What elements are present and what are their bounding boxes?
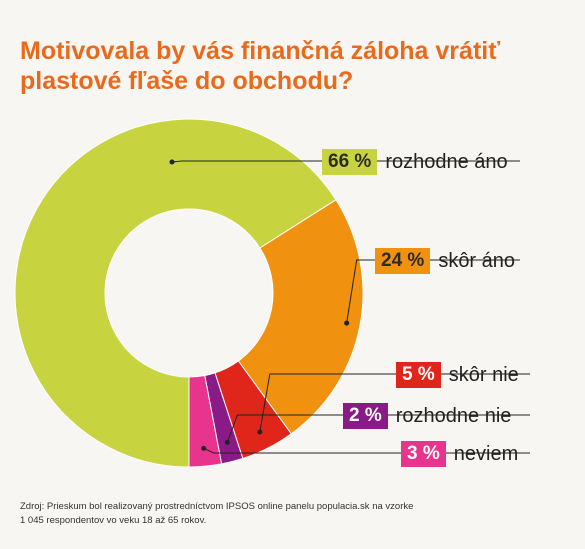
- percent-badge: 66 %: [322, 149, 378, 175]
- leader-dot-skor-nie: [257, 429, 263, 435]
- label-skor-ano: 24 % skôr áno: [375, 248, 515, 274]
- label-rozhodne-nie: 2 % rozhodne nie: [343, 403, 511, 429]
- label-skor-nie: 5 % skôr nie: [396, 362, 519, 388]
- chart-title-line-2: plastové fľaše do obchodu?: [20, 67, 354, 95]
- category-label: neviem: [453, 443, 519, 465]
- leader-dot-neviem: [201, 445, 207, 451]
- slice-rozhodne-ano: [14, 118, 337, 468]
- leader-line-skor-ano: [346, 259, 520, 324]
- label-rozhodne-ano: 66 % rozhodne áno: [322, 149, 508, 175]
- source-line-2: 1 045 respondentov vo veku 18 až 65 roko…: [20, 515, 207, 526]
- slice-neviem: [188, 374, 223, 468]
- percent-badge: 24 %: [375, 248, 431, 274]
- chart-title: Motivovala by vás finančná záloha vrátiť…: [20, 36, 560, 96]
- leader-dot-rozhodne-ano: [169, 159, 175, 165]
- category-label: rozhodne áno: [385, 151, 508, 173]
- leader-dot-rozhodne-nie: [224, 439, 230, 445]
- category-label: rozhodne nie: [395, 405, 512, 427]
- source-line-1: Zdroj: Prieskum bol realizovaný prostred…: [20, 501, 414, 512]
- category-label: skôr áno: [438, 250, 516, 272]
- leader-line-rozhodne-ano: [171, 160, 520, 163]
- chart-title-line-1: Motivovala by vás finančná záloha vrátiť: [20, 37, 501, 65]
- percent-badge: 3 %: [401, 441, 446, 467]
- leader-line-skor-nie: [259, 373, 530, 433]
- leader-line-rozhodne-nie: [226, 414, 530, 443]
- percent-badge: 2 %: [343, 403, 388, 429]
- leader-dot-skor-ano: [344, 320, 350, 326]
- label-neviem: 3 % neviem: [401, 441, 518, 467]
- percent-badge: 5 %: [396, 362, 441, 388]
- source-note: Zdroj: Prieskum bol realizovaný prostred…: [20, 500, 540, 528]
- category-label: skôr nie: [448, 364, 519, 386]
